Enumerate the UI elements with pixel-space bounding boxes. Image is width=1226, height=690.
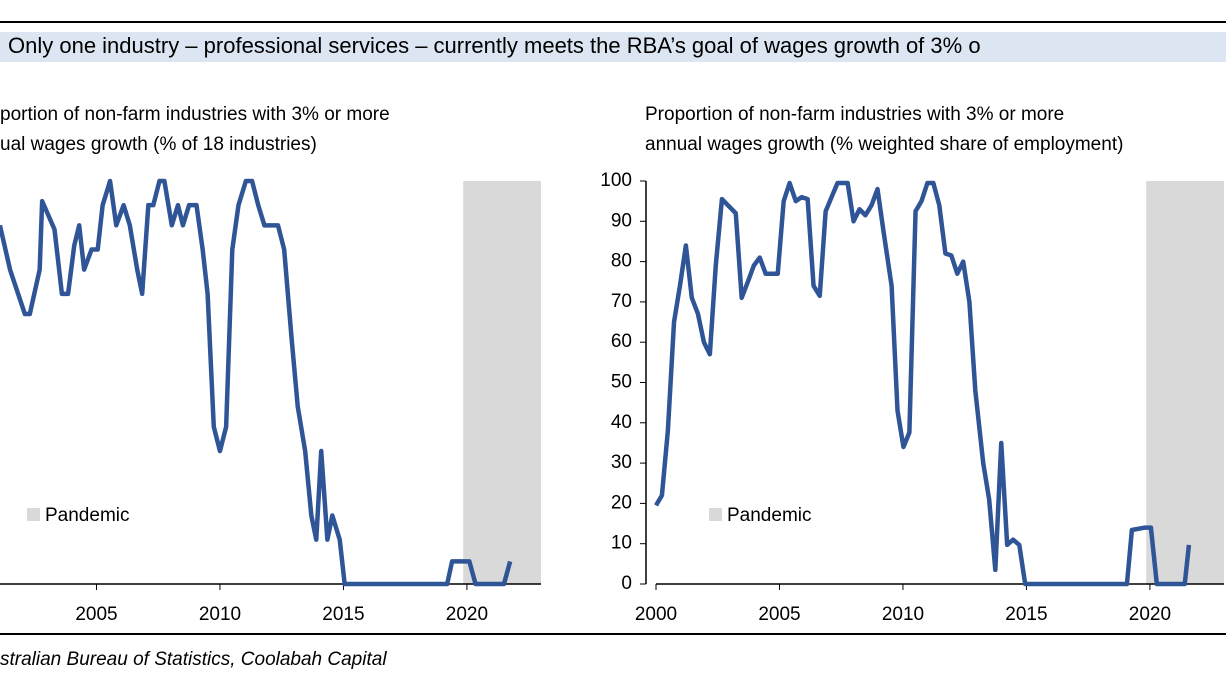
y-tick-label: 30: [611, 452, 632, 473]
y-tick-label: 50: [611, 372, 632, 393]
x-tick-label: 2005: [758, 604, 800, 625]
x-tick-label: 2015: [1005, 604, 1047, 625]
source: stralian Bureau of Statistics, Coolabah …: [0, 649, 387, 670]
y-tick-label: 90: [611, 210, 632, 231]
y-tick-label: 100: [600, 170, 632, 191]
pandemic-shade: [1146, 181, 1224, 584]
series-line: [654, 180, 1192, 587]
pandemic-shade: [463, 181, 541, 584]
y-tick-label: 60: [611, 331, 632, 352]
legend-swatch: [709, 508, 722, 521]
x-tick-label: 2015: [322, 604, 364, 625]
title-band: [0, 32, 1226, 62]
y-tick-label: 70: [611, 291, 632, 312]
x-tick-label: 2010: [882, 604, 924, 625]
chart-title: Proportion of non-farm industries with 3…: [645, 104, 1064, 125]
chart-title: portion of non-farm industries with 3% o…: [0, 104, 390, 125]
chart-title: ual wages growth (% of 18 industries): [0, 134, 317, 155]
x-tick-label: 2020: [446, 604, 488, 625]
x-tick-label: 2020: [1129, 604, 1171, 625]
x-tick-label: 2005: [75, 604, 117, 625]
y-tick-label: 80: [611, 251, 632, 272]
x-tick-label: 2010: [199, 604, 241, 625]
y-tick-label: 10: [611, 533, 632, 554]
legend-label: Pandemic: [45, 505, 130, 526]
series-line: [0, 178, 513, 587]
chart-title: annual wages growth (% weighted share of…: [645, 134, 1123, 155]
legend-label: Pandemic: [727, 505, 812, 526]
page-title: Only one industry – professional service…: [8, 33, 981, 58]
legend-swatch: [27, 508, 40, 521]
y-tick-label: 0: [621, 573, 632, 594]
x-tick-label: 2000: [635, 604, 677, 625]
y-tick-label: 40: [611, 412, 632, 433]
y-tick-label: 20: [611, 492, 632, 513]
